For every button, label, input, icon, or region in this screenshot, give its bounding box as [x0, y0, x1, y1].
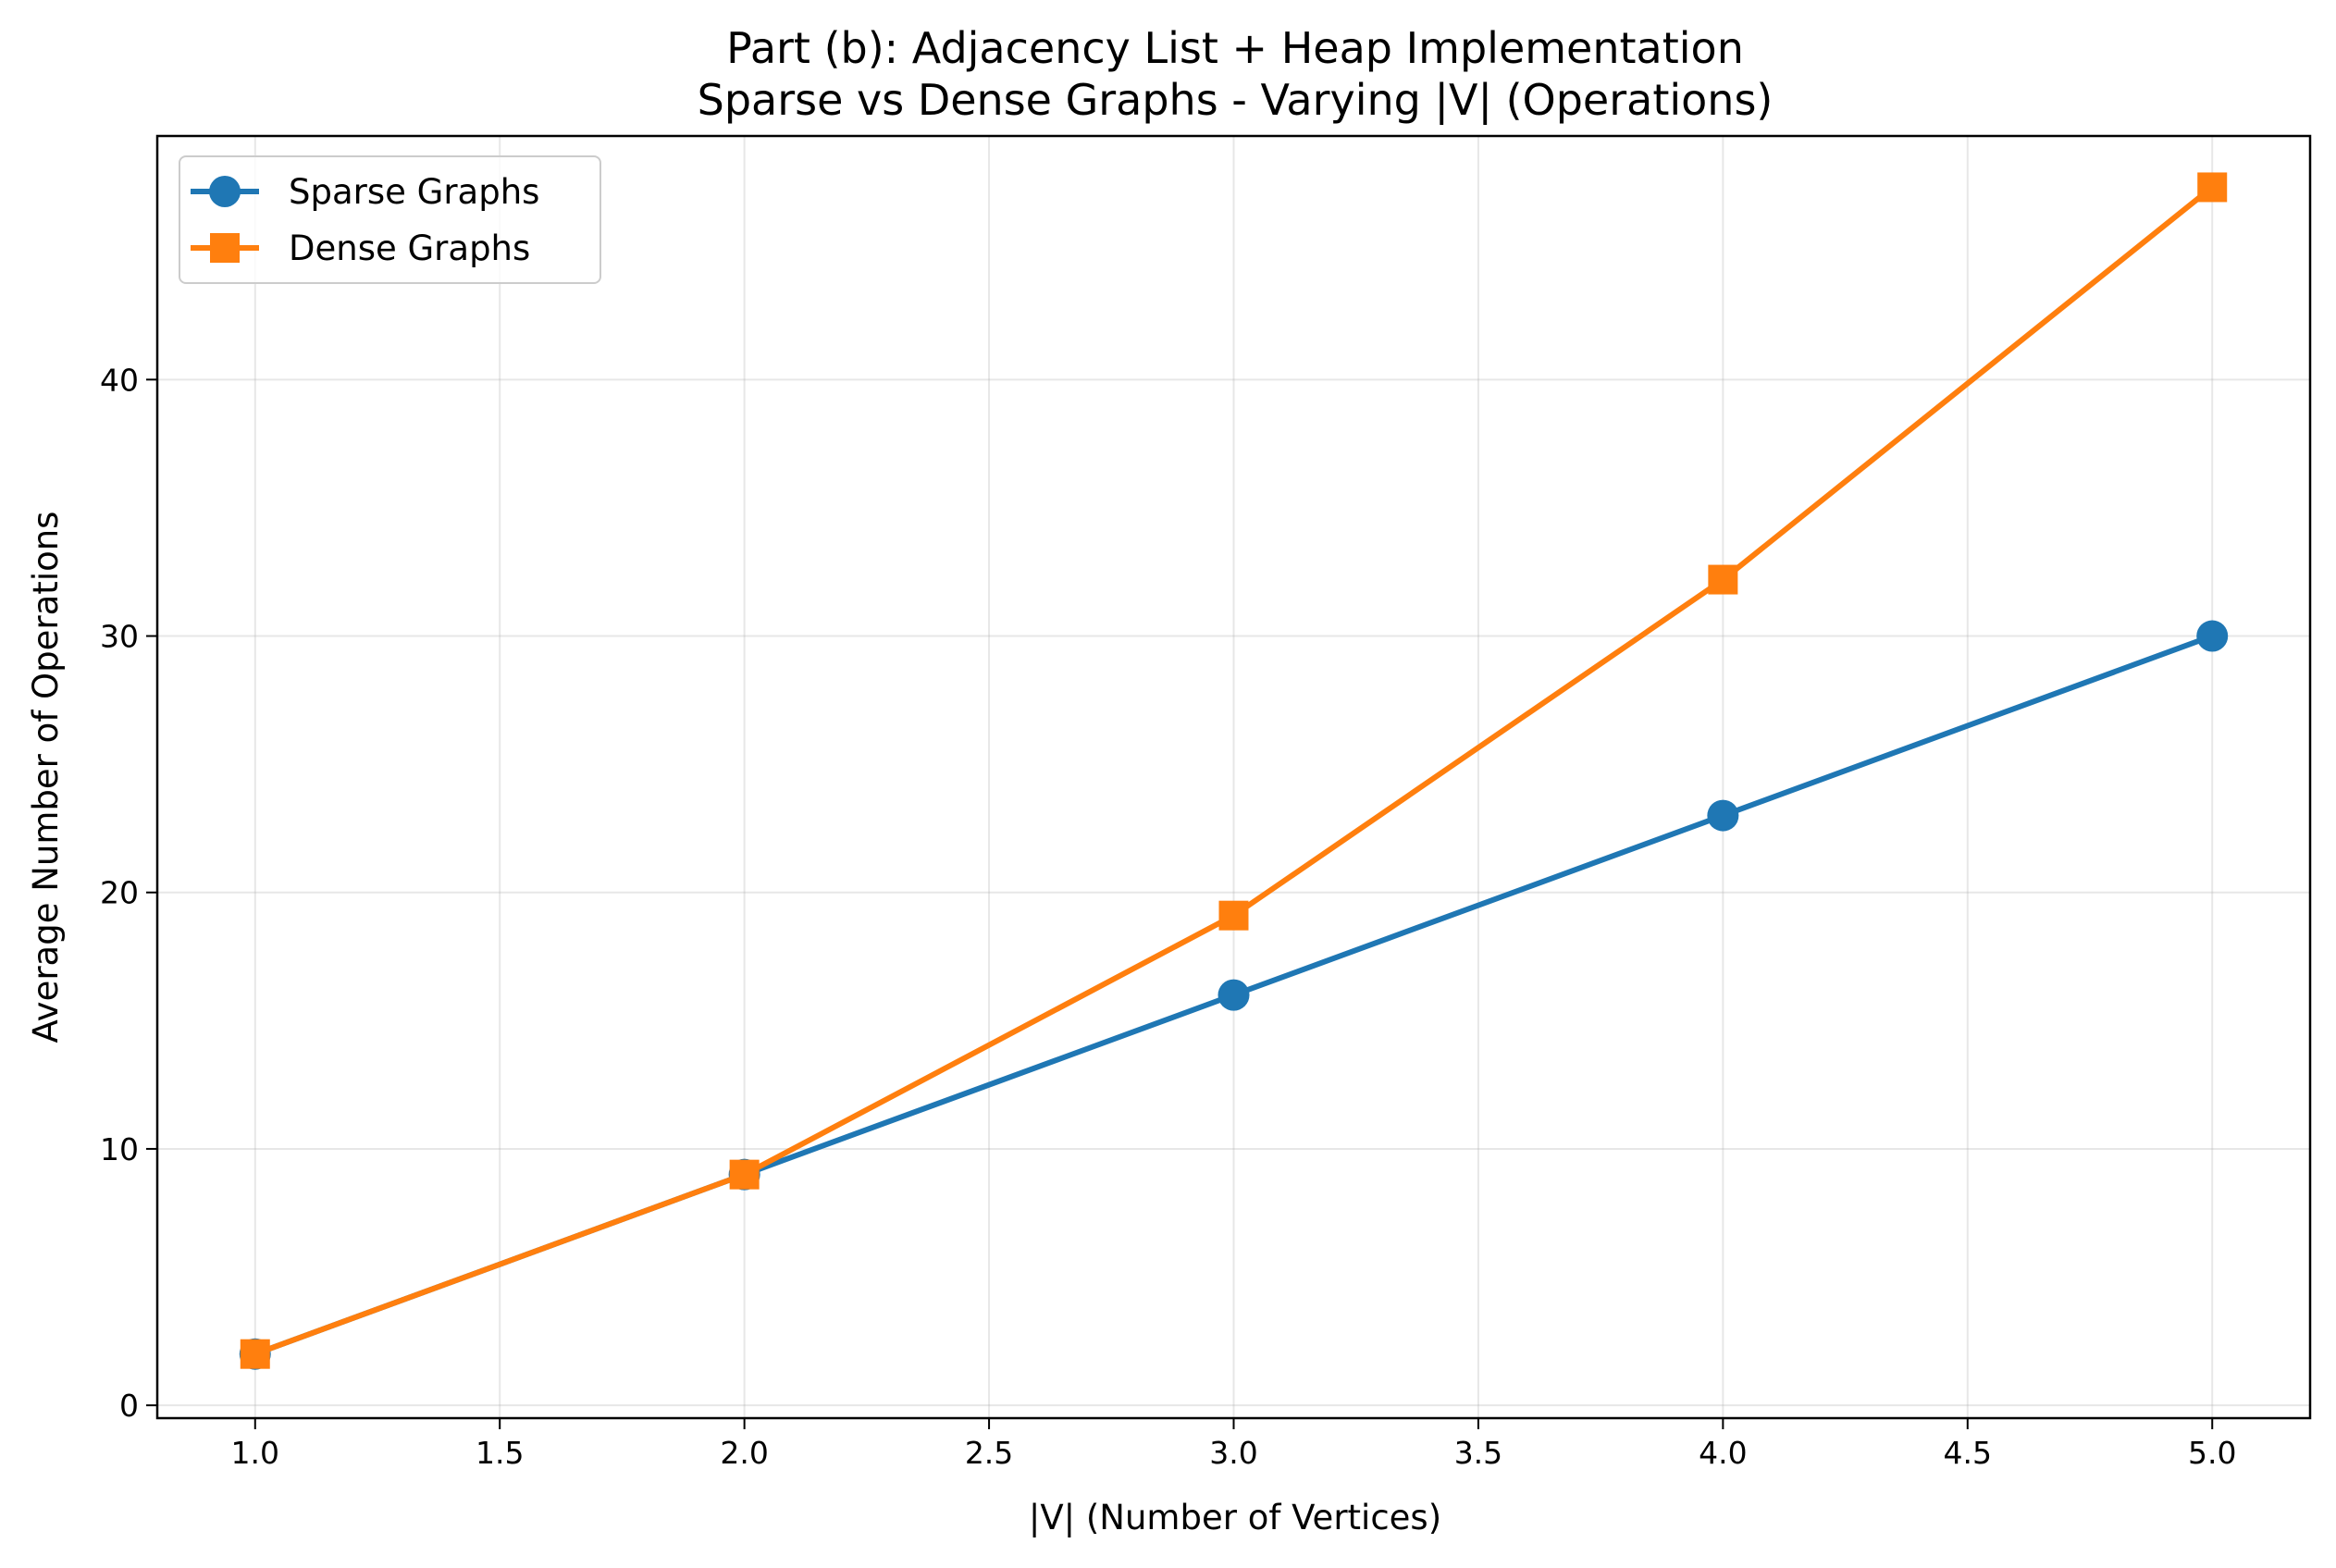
axis-ticks: 1.0 1.5 2.0 2.5 3.0 3.5 4.0 4.5 5.0 0 10 20 30 40	[100, 362, 2236, 1471]
legend-item-dense-graphs: Dense Graphs	[191, 228, 530, 268]
x-tick-label: 1.5	[476, 1435, 524, 1471]
y-tick-label: 40	[100, 362, 139, 398]
series-layer	[239, 172, 2229, 1370]
series-dense-graphs	[240, 172, 2228, 1369]
x-axis-label: |V| (Number of Vertices)	[1029, 1498, 1441, 1537]
data-point-dense-graphs	[240, 1339, 270, 1369]
x-tick-label: 5.0	[2188, 1435, 2236, 1471]
y-tick-label: 10	[100, 1131, 139, 1167]
legend-marker-sparse-graphs	[209, 176, 241, 207]
chart-title-line1: Part (b): Adjacency List + Heap Implemen…	[726, 23, 1744, 73]
x-tick-label: 2.5	[965, 1435, 1013, 1471]
data-point-dense-graphs	[1708, 564, 1738, 595]
y-axis-label: Average Number of Operations	[26, 512, 66, 1043]
x-tick-label: 1.0	[231, 1435, 279, 1471]
chart-title-line2: Sparse vs Dense Graphs - Varying |V| (Op…	[698, 75, 1774, 126]
legend-label-sparse-graphs: Sparse Graphs	[289, 172, 539, 212]
data-point-dense-graphs	[1218, 900, 1249, 931]
data-point-sparse-graphs	[2196, 620, 2229, 652]
legend-item-sparse-graphs: Sparse Graphs	[191, 172, 539, 212]
legend-label-dense-graphs: Dense Graphs	[289, 228, 530, 268]
grid	[157, 136, 2310, 1418]
legend-marker-dense-graphs	[210, 233, 240, 263]
x-tick-label: 2.0	[720, 1435, 768, 1471]
x-tick-label: 3.5	[1454, 1435, 1502, 1471]
x-tick-label: 4.5	[1944, 1435, 1992, 1471]
y-tick-label: 0	[119, 1388, 139, 1424]
legend-box	[179, 155, 601, 284]
x-tick-label: 3.0	[1209, 1435, 1257, 1471]
data-point-dense-graphs	[2197, 172, 2228, 203]
y-tick-label: 30	[100, 619, 139, 655]
data-point-sparse-graphs	[1217, 979, 1250, 1011]
data-point-dense-graphs	[729, 1159, 760, 1190]
y-tick-label: 20	[100, 875, 139, 911]
data-point-sparse-graphs	[1707, 799, 1739, 832]
x-tick-label: 4.0	[1699, 1435, 1747, 1471]
legend: Sparse Graphs Dense Graphs	[179, 155, 601, 284]
